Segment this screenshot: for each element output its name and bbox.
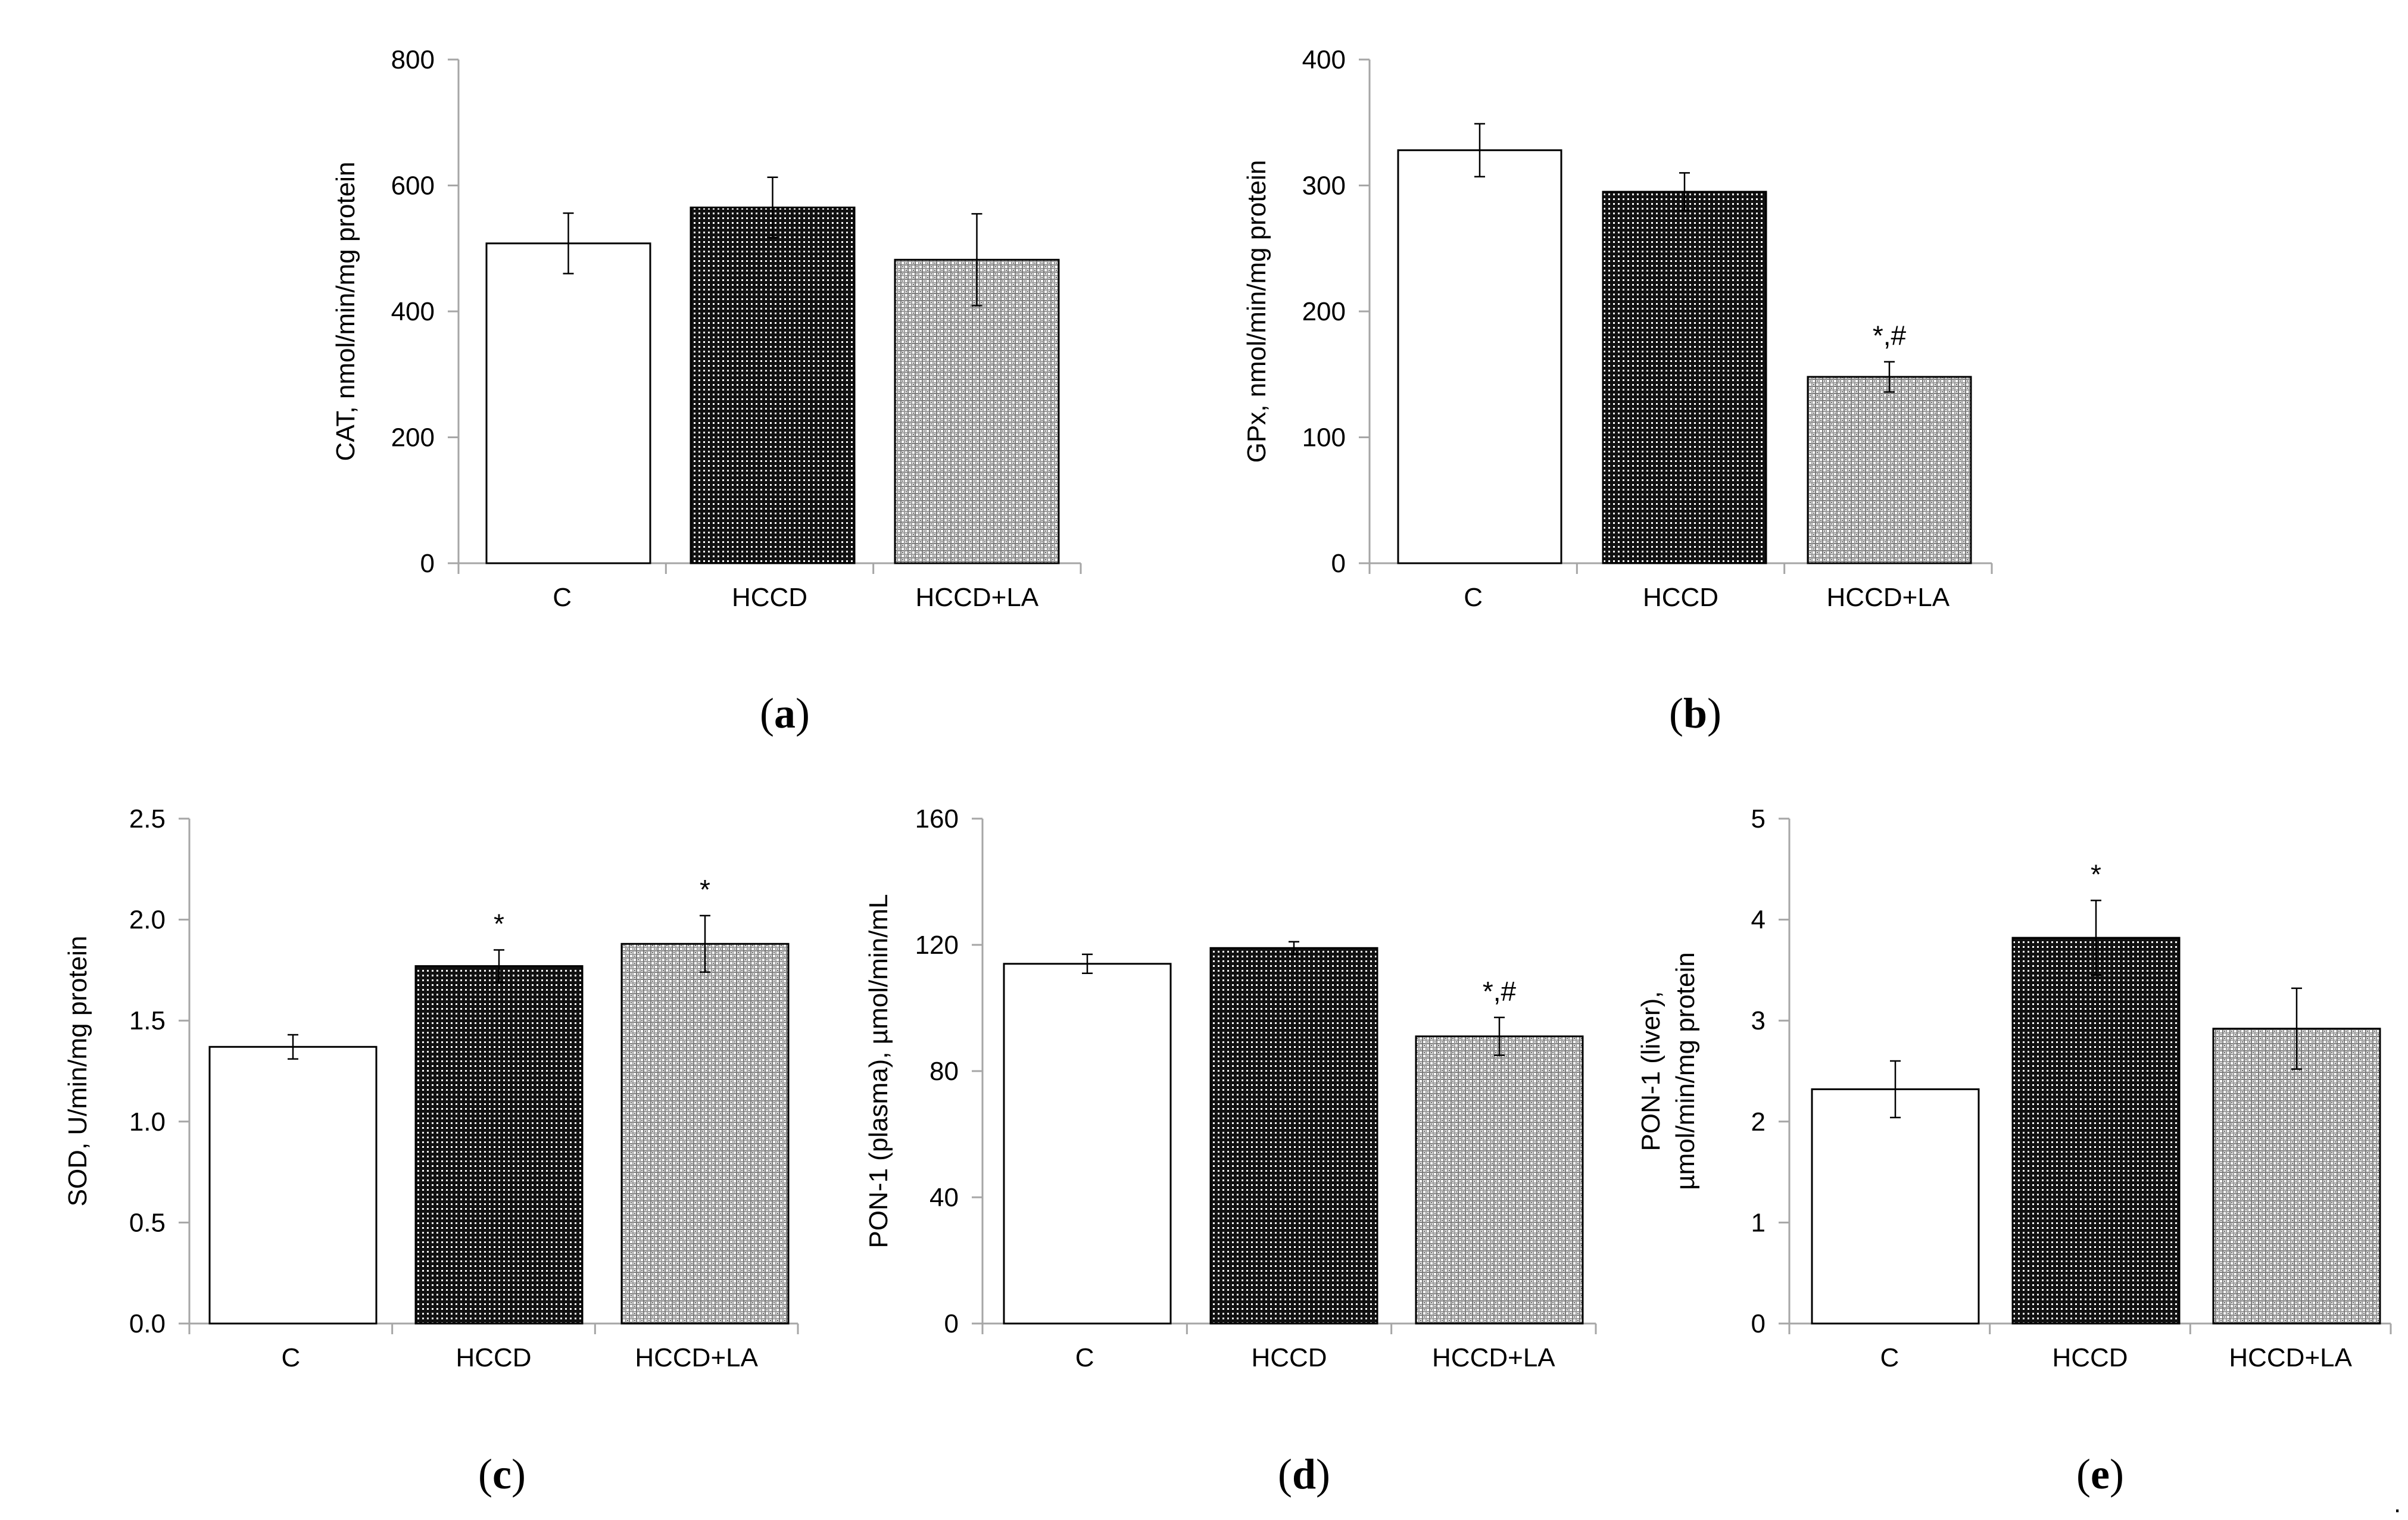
trailing-period: . bbox=[2394, 1489, 2401, 1518]
y-tick-label: 4 bbox=[1751, 906, 1766, 935]
chart-panel-b: 0 100 200 300 400 C HCCD *,# HCCD+LA GPx, nmol/mi… bbox=[1242, 45, 1993, 737]
x-category-label: HCCD+LA bbox=[2229, 1343, 2352, 1372]
x-category-label: HCCD+LA bbox=[635, 1343, 758, 1372]
y-tick-label: 160 bbox=[915, 804, 959, 834]
x-category-label: HCCD+LA bbox=[1432, 1343, 1555, 1372]
bar-hccd bbox=[414, 965, 584, 1325]
x-category-label: C bbox=[281, 1343, 300, 1372]
bar-hccd bbox=[1209, 947, 1378, 1325]
y-tick-label: 3 bbox=[1751, 1006, 1766, 1035]
bar-hccd-la bbox=[1415, 1035, 1584, 1325]
y-tick-label: 1.5 bbox=[129, 1006, 166, 1035]
bar-hccd-la bbox=[2212, 1028, 2381, 1325]
x-category-label: C bbox=[1880, 1343, 1899, 1372]
y-tick-label: 0.0 bbox=[129, 1309, 166, 1338]
panel-label-b: (b) bbox=[1669, 689, 1721, 737]
y-tick-label: 200 bbox=[391, 423, 435, 452]
x-category-label: HCCD bbox=[2052, 1343, 2128, 1372]
x-category-label: C bbox=[1075, 1343, 1094, 1372]
significance-mark: *,# bbox=[1483, 976, 1517, 1007]
chart-panel-e: 0 1 2 3 4 5 C * HCCD HCCD+LA PON-1 (liver), µmol/mi… bbox=[1636, 804, 2392, 1498]
bar-hccd-la bbox=[620, 942, 790, 1325]
panel-label-d: (d) bbox=[1278, 1450, 1330, 1498]
y-axis-label: PON-1 (plasma), µmol/min/mL bbox=[864, 894, 893, 1248]
y-tick-label: 2.0 bbox=[129, 906, 166, 935]
x-category-label: HCCD bbox=[456, 1343, 531, 1372]
y-tick-label: 80 bbox=[929, 1057, 959, 1086]
significance-mark: * bbox=[700, 874, 710, 905]
y-tick-label: 2.5 bbox=[129, 804, 166, 834]
y-tick-label: 40 bbox=[929, 1183, 959, 1212]
panel-label-c: (c) bbox=[478, 1450, 526, 1498]
bar-c bbox=[1811, 1088, 1980, 1325]
bar-c bbox=[485, 242, 651, 564]
chart-panel-a: 0 200 400 600 800 C HCCD HCCD+LA CAT, nmol/min/m… bbox=[331, 45, 1082, 737]
y-tick-label: 2 bbox=[1751, 1107, 1766, 1137]
y-tick-label: 0 bbox=[944, 1309, 959, 1338]
y-tick-label: 800 bbox=[391, 45, 435, 74]
y-tick-label: 0 bbox=[1751, 1309, 1766, 1338]
y-tick-label: 200 bbox=[1302, 297, 1346, 326]
y-axis-label: SOD, U/min/mg protein bbox=[63, 936, 92, 1207]
chart-panel-c: 0.0 0.5 1.0 1.5 2.0 2.5 C * HCCD * HCCD+LA SOD, U/m… bbox=[63, 804, 799, 1498]
y-tick-label: 120 bbox=[915, 931, 959, 960]
bar-hccd-la bbox=[1807, 376, 1972, 564]
significance-mark: *,# bbox=[1873, 320, 1907, 351]
bar-c bbox=[1397, 149, 1562, 564]
y-axis-label: PON-1 (liver), µmol/min/mg protein bbox=[1636, 952, 1700, 1190]
y-axis-label: GPx, nmol/min/mg protein bbox=[1242, 160, 1271, 463]
bar-hccd-la bbox=[894, 258, 1060, 564]
y-tick-label: 0 bbox=[1331, 549, 1346, 578]
y-tick-label: 0 bbox=[420, 549, 435, 578]
y-axis-label: CAT, nmol/min/mg protein bbox=[331, 162, 360, 461]
significance-mark: * bbox=[2091, 859, 2101, 889]
x-category-label: C bbox=[553, 583, 572, 612]
x-category-label: C bbox=[1464, 583, 1483, 612]
bar-c bbox=[1003, 963, 1172, 1325]
bar-hccd bbox=[2011, 937, 2181, 1325]
x-category-label: HCCD+LA bbox=[916, 583, 1039, 612]
y-tick-label: 0.5 bbox=[129, 1208, 166, 1237]
y-tick-label: 600 bbox=[391, 171, 435, 201]
x-category-label: HCCD bbox=[732, 583, 807, 612]
y-tick-label: 1 bbox=[1751, 1208, 1766, 1237]
bar-c bbox=[208, 1045, 378, 1325]
x-category-label: HCCD+LA bbox=[1827, 583, 1950, 612]
x-category-label: HCCD bbox=[1643, 583, 1718, 612]
significance-mark: * bbox=[494, 908, 504, 939]
y-tick-label: 5 bbox=[1751, 804, 1766, 834]
bar-hccd bbox=[1602, 191, 1767, 564]
y-tick-label: 100 bbox=[1302, 423, 1346, 452]
x-category-label: HCCD bbox=[1251, 1343, 1327, 1372]
panel-label-a: (a) bbox=[760, 689, 810, 737]
y-tick-label: 300 bbox=[1302, 171, 1346, 201]
y-tick-label: 400 bbox=[1302, 45, 1346, 74]
bar-hccd bbox=[690, 207, 856, 564]
panel-label-e: (e) bbox=[2076, 1450, 2124, 1498]
y-tick-label: 400 bbox=[391, 297, 435, 326]
chart-panel-d: 0 40 80 120 160 C HCCD *,# HCCD+LA PON-1 (plasma)… bbox=[864, 804, 1597, 1498]
y-tick-label: 1.0 bbox=[129, 1107, 166, 1137]
